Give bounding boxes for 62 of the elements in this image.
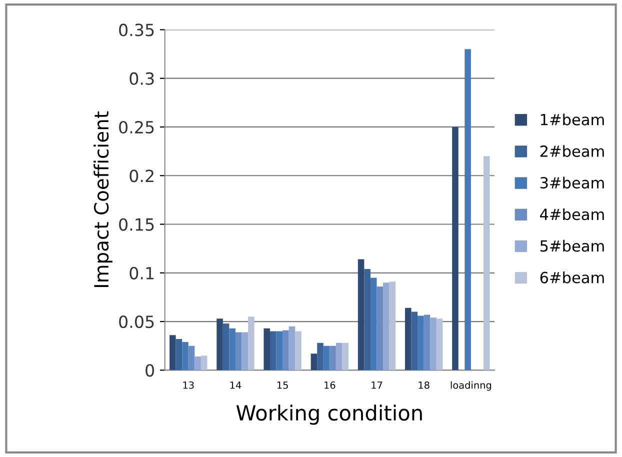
bar [270,331,276,370]
bar [248,316,254,370]
bar [452,126,458,370]
bar [200,356,208,370]
x-tick-label: 13 [183,381,194,389]
bar [370,278,377,370]
bar [216,318,223,370]
x-tick-label: 16 [324,381,336,389]
y-tick-label: 0.1 [130,266,154,280]
bar [242,332,248,370]
bar [342,342,348,370]
bar [430,318,436,370]
bar [222,323,230,370]
legend-label: 2#beam [540,145,604,157]
y-tick-label: 0 [146,364,154,377]
bar [418,316,424,370]
bar [411,312,418,370]
x-tick-label: 18 [418,381,430,389]
bar [288,326,296,370]
bar [436,318,443,370]
x-tick-label: loadinng [450,381,492,391]
bar [330,346,336,370]
bar [323,346,330,370]
y-tick-label: 0.3 [130,72,154,85]
bar [264,328,270,370]
bar [276,331,283,370]
bar [229,328,236,370]
bar [376,286,384,370]
bar [235,332,242,370]
legend-label: 5#beam [540,240,604,252]
bar [176,339,182,370]
bar [182,342,188,370]
bar [383,282,390,370]
bar [170,335,176,370]
bar [194,356,201,370]
bar [295,331,302,370]
x-axis-title: Working condition [236,404,422,425]
legend-label: 4#beam [540,208,604,220]
bar [464,49,471,370]
y-tick-label: 0.35 [119,24,154,36]
y-axis-title: Impact Coefficient [94,111,112,288]
bar [389,282,396,370]
bar [188,346,195,370]
x-tick-label: 14 [230,382,242,389]
bar [282,330,289,370]
bar [317,342,324,370]
y-tick-label: 0.2 [130,170,154,182]
legend-label: 3#beam [540,176,604,189]
bar [484,156,490,370]
y-tick-label: 0.05 [119,315,154,328]
legend-label: 1#beam [540,114,604,126]
bar [336,342,342,370]
legend-label: 6#beam [540,272,604,284]
x-tick-label: 15 [277,382,288,389]
bar [310,354,318,370]
bar [364,269,370,370]
bar [405,308,412,370]
bar [424,314,430,370]
y-tick-label: 0.15 [119,218,154,231]
bar [358,259,364,370]
y-tick-label: 0.25 [119,120,154,134]
x-tick-label: 17 [372,382,382,389]
